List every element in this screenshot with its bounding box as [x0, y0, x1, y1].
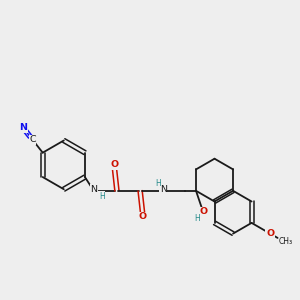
Text: N: N: [19, 123, 27, 132]
Text: O: O: [138, 212, 147, 221]
Text: N: N: [90, 185, 97, 194]
Text: O: O: [110, 160, 118, 169]
Text: CH₃: CH₃: [279, 237, 293, 246]
Text: O: O: [200, 207, 208, 216]
Text: O: O: [266, 229, 274, 238]
Text: H: H: [155, 178, 161, 188]
Text: N: N: [160, 184, 167, 194]
Text: H: H: [99, 192, 105, 201]
Text: H: H: [194, 214, 200, 223]
Text: C: C: [29, 135, 36, 144]
